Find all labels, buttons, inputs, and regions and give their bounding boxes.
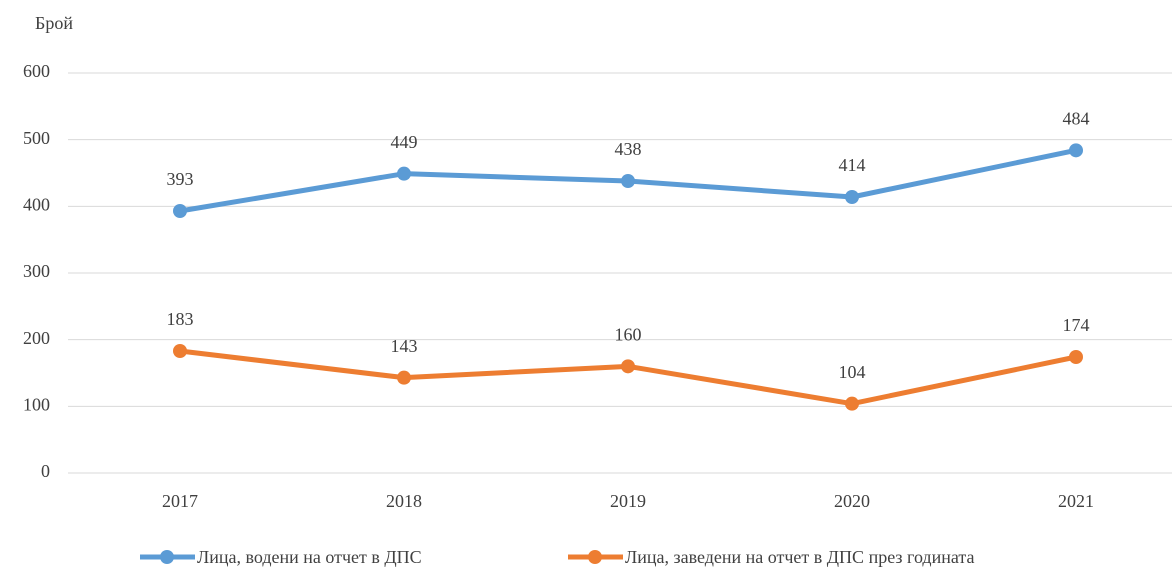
data-label: 414 [839, 155, 866, 175]
point [173, 204, 187, 218]
legend-label: Лица, водени на отчет в ДПС [197, 547, 422, 567]
y-axis-label: Брой [35, 13, 73, 33]
point [1069, 350, 1083, 364]
data-label: 393 [167, 169, 194, 189]
x-tick-label: 2020 [834, 491, 870, 511]
y-tick-label: 0 [41, 461, 50, 481]
y-tick-label: 600 [23, 61, 50, 81]
data-label: 484 [1063, 108, 1090, 128]
legend-marker [588, 550, 602, 564]
point [845, 396, 859, 411]
data-label: 174 [1063, 315, 1090, 335]
point [173, 344, 187, 358]
x-tick-label: 2019 [610, 491, 646, 511]
x-tick-label: 2021 [1058, 491, 1094, 511]
legend-marker [160, 550, 174, 564]
y-tick-label: 100 [23, 394, 50, 414]
x-tick-label: 2017 [162, 491, 198, 511]
data-label: 160 [615, 324, 642, 344]
data-label: 449 [391, 132, 418, 152]
point [621, 174, 635, 188]
legend-label: Лица, заведени на отчет в ДПС през годин… [625, 547, 974, 567]
y-tick-label: 400 [23, 194, 50, 214]
x-tick-label: 2018 [386, 491, 422, 511]
y-tick-label: 500 [23, 128, 50, 148]
point [397, 166, 411, 181]
data-label: 183 [167, 309, 194, 329]
y-tick-label: 300 [23, 261, 50, 281]
series-line [179, 348, 1077, 407]
data-label: 438 [615, 139, 642, 159]
point [621, 359, 635, 374]
data-label: 104 [839, 362, 866, 382]
point [845, 190, 859, 204]
point [397, 370, 411, 385]
y-tick-label: 200 [23, 328, 50, 348]
data-label: 143 [391, 336, 418, 356]
point [1069, 143, 1083, 158]
